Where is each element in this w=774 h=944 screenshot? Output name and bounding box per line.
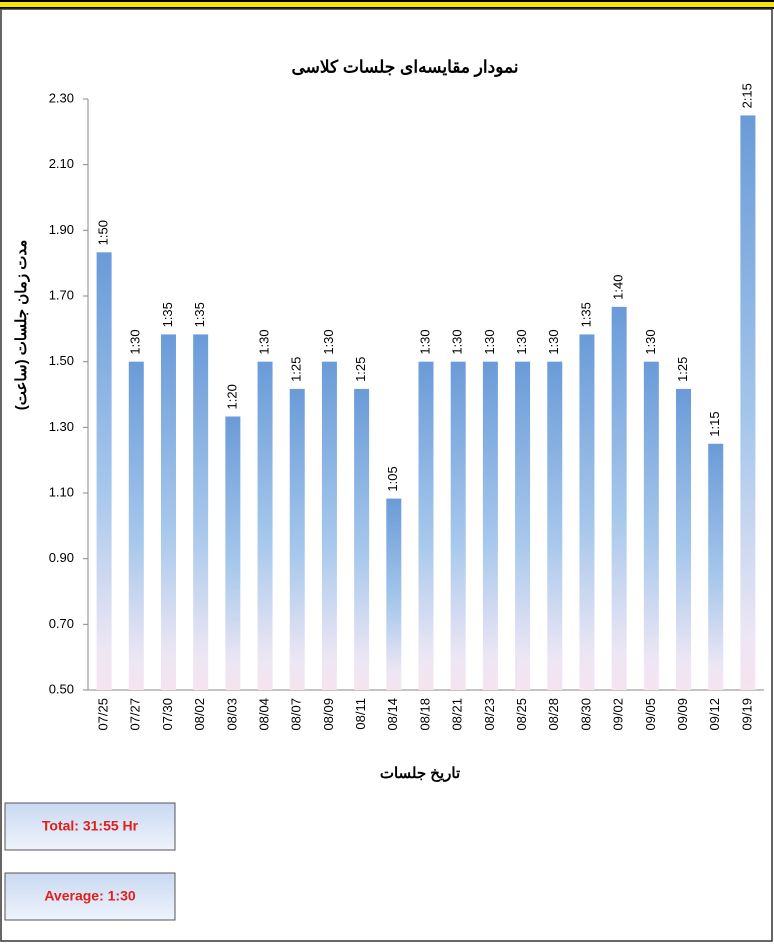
bar — [708, 443, 724, 690]
value-label: 1:30 — [256, 329, 271, 354]
value-label: 1:30 — [417, 329, 432, 354]
x-tick-label: 09/09 — [675, 698, 690, 731]
bar — [386, 498, 402, 690]
bar — [643, 361, 659, 690]
bar — [515, 361, 531, 690]
x-tick-label: 09/19 — [739, 698, 754, 731]
average-box — [4, 872, 176, 921]
value-label: 1:35 — [160, 302, 175, 327]
value-label: 1:30 — [514, 329, 529, 354]
y-tick-label: 1.70 — [49, 287, 74, 302]
y-tick-label: 1.90 — [49, 222, 74, 237]
average-text: Average: 1:30 — [44, 888, 136, 904]
x-tick-label: 07/27 — [128, 698, 143, 731]
y-tick-label: 0.90 — [49, 550, 74, 565]
value-label: 1:30 — [450, 329, 465, 354]
value-label: 1:25 — [289, 357, 304, 382]
bar — [547, 361, 563, 690]
value-label: 1:25 — [675, 357, 690, 382]
y-tick-label: 1.10 — [49, 484, 74, 499]
value-label: 2:15 — [739, 83, 754, 108]
total-text: Total: 31:55 Hr — [42, 818, 139, 834]
x-tick-label: 09/12 — [707, 698, 722, 731]
value-label: 1:30 — [321, 329, 336, 354]
value-label: 1:30 — [643, 329, 658, 354]
bar — [482, 361, 498, 690]
value-label: 1:25 — [353, 357, 368, 382]
bar — [225, 416, 241, 690]
x-tick-label: 09/02 — [611, 698, 626, 731]
x-tick-label: 09/05 — [643, 698, 658, 731]
x-tick-label: 08/04 — [256, 698, 271, 731]
x-tick-label: 08/25 — [514, 698, 529, 731]
x-tick-label: 07/25 — [96, 698, 111, 731]
x-tick-label: 08/30 — [578, 698, 593, 731]
bar — [354, 388, 370, 690]
value-label: 1:30 — [546, 329, 561, 354]
y-tick-label: 1.30 — [49, 419, 74, 434]
x-tick-label: 08/18 — [417, 698, 432, 731]
y-tick-label: 0.70 — [49, 616, 74, 631]
bar — [160, 334, 176, 690]
y-tick-label: 0.50 — [49, 681, 74, 696]
bar — [257, 361, 273, 690]
value-label: 1:50 — [96, 220, 111, 245]
bar — [289, 388, 305, 690]
value-label: 1:40 — [611, 275, 626, 300]
value-label: 1:35 — [192, 302, 207, 327]
total-box — [4, 802, 176, 851]
x-tick-label: 08/23 — [482, 698, 497, 731]
frame — [0, 8, 773, 942]
x-tick-label: 08/14 — [385, 698, 400, 731]
value-label: 1:15 — [707, 411, 722, 436]
value-label: 1:35 — [578, 302, 593, 327]
y-tick-label: 2.30 — [49, 90, 74, 105]
bar — [450, 361, 466, 690]
x-tick-label: 08/07 — [289, 698, 304, 731]
x-tick-label: 08/03 — [224, 698, 239, 731]
bar — [321, 361, 337, 690]
bar — [579, 334, 595, 690]
x-tick-label: 08/09 — [321, 698, 336, 731]
chart-title: نمودار مقایسه‌ای جلسات کلاسی — [291, 57, 518, 77]
x-tick-label: 08/02 — [192, 698, 207, 731]
y-axis-title: مدت زمان جلسات (ساعت) — [13, 240, 30, 411]
x-tick-label: 08/21 — [450, 698, 465, 731]
bar — [128, 361, 144, 690]
bar — [96, 252, 112, 690]
top-stripe — [0, 0, 774, 9]
bar — [611, 306, 627, 690]
x-tick-label: 07/30 — [160, 698, 175, 731]
x-axis-title: تاریخ جلسات — [380, 765, 460, 782]
value-label: 1:30 — [482, 329, 497, 354]
bar — [418, 361, 434, 690]
y-tick-label: 2.10 — [49, 156, 74, 171]
x-tick-label: 08/11 — [353, 698, 368, 730]
x-tick-label: 08/28 — [546, 698, 561, 731]
y-tick-label: 1.50 — [49, 353, 74, 368]
value-label: 1:05 — [385, 466, 400, 491]
value-label: 1:30 — [128, 329, 143, 354]
bar — [740, 115, 756, 690]
bar — [676, 388, 692, 690]
bar — [193, 334, 209, 690]
value-label: 1:20 — [224, 384, 239, 409]
